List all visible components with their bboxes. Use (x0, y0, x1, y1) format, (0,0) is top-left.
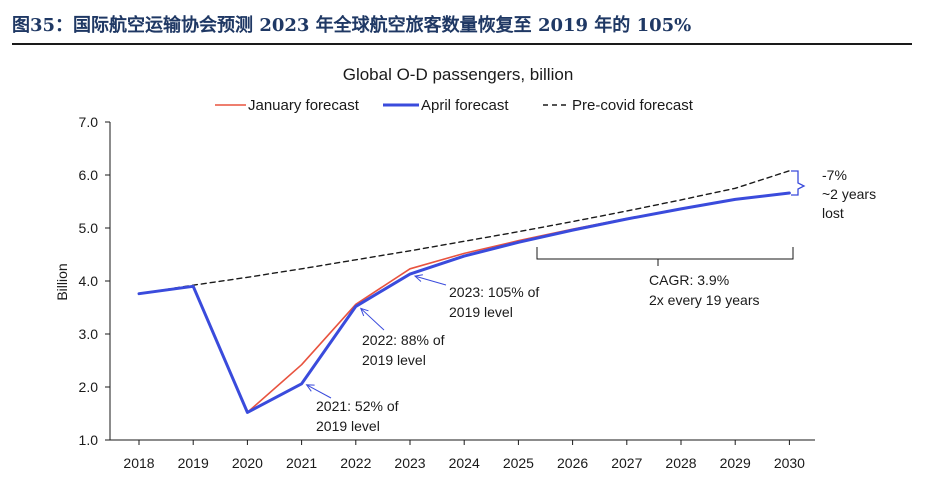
y-tick-label: 1.0 (79, 432, 99, 448)
annotation-gap-line: ~2 years (822, 186, 876, 202)
arrow-head (359, 307, 369, 317)
annotation-arrow-2021 (305, 384, 332, 399)
figure-title: 图35：国际航空运输协会预测 2023 年全球航空旅客数量恢复至 2019 年的… (12, 15, 692, 36)
arrow-shaft (360, 308, 385, 331)
annotation-cagr-line: CAGR: 3.9% (649, 272, 729, 288)
x-tick-label: 2029 (720, 455, 751, 471)
annotation-cagr-line: 2x every 19 years (649, 292, 760, 308)
x-tick-label: 2022 (340, 455, 371, 471)
x-tick-label: 2018 (123, 455, 154, 471)
x-tick-label: 2021 (286, 455, 317, 471)
cagr-bracket-line (536, 247, 794, 260)
annotation-2022-line: 2019 level (362, 352, 426, 368)
x-tick-label: 2028 (665, 455, 696, 471)
arrow-shaft (306, 384, 332, 399)
x-tick-label: 2027 (611, 455, 642, 471)
gap-brace (791, 170, 806, 196)
series-line-pre-covid-forecast (138, 170, 791, 295)
arrow-shaft (414, 275, 447, 286)
y-tick-label: 4.0 (79, 273, 99, 289)
x-tick-label: 2026 (557, 455, 588, 471)
y-tick-label: 5.0 (79, 220, 99, 236)
annotation-gap-line: -7% (822, 167, 847, 183)
gap-brace-line (791, 170, 806, 196)
x-tick-label: 2030 (774, 455, 805, 471)
y-tick-label: 2.0 (79, 379, 99, 395)
title-rule (12, 43, 912, 45)
annotation-2023-line: 2023: 105% of (449, 284, 539, 300)
annotation-2022-line: 2022: 88% of (362, 332, 445, 348)
y-tick-label: 7.0 (79, 114, 99, 130)
x-tick-label: 2025 (503, 455, 534, 471)
annotation-2021-line: 2021: 52% of (316, 398, 399, 414)
series-line-april-forecast (137, 191, 791, 414)
chart-title: Global O-D passengers, billion (343, 65, 574, 84)
x-tick-label: 2020 (232, 455, 263, 471)
y-tick-label: 6.0 (79, 167, 99, 183)
annotation-gap-line: lost (822, 205, 844, 221)
legend-label-april-forecast: April forecast (421, 97, 509, 114)
cagr-bracket (536, 247, 794, 266)
annotation-2021-line: 2019 level (316, 418, 380, 434)
legend-label-pre-covid-forecast: Pre-covid forecast (572, 97, 694, 114)
x-tick-label: 2024 (449, 455, 480, 471)
x-tick-label: 2019 (178, 455, 209, 471)
legend-label-january-forecast: January forecast (248, 97, 360, 114)
y-tick-label: 3.0 (79, 326, 99, 342)
x-tick-label: 2023 (394, 455, 425, 471)
arrow-head (413, 274, 423, 282)
annotation-arrow-2023 (413, 274, 447, 286)
annotation-arrow-2022 (359, 307, 385, 331)
legend: January forecast April forecast Pre-covid … (215, 97, 694, 114)
series-layer (137, 170, 791, 414)
arrow-head (305, 384, 315, 392)
figure-header: 图35：国际航空运输协会预测 2023 年全球航空旅客数量恢复至 2019 年的… (0, 0, 932, 46)
annotation-2023-line: 2019 level (449, 304, 513, 320)
axes: 1.0 2.0 3.0 4.0 5.0 6.0 7.0 2018 2019 2020 2021 202… (79, 114, 815, 471)
y-axis-label: Billion (54, 263, 70, 300)
